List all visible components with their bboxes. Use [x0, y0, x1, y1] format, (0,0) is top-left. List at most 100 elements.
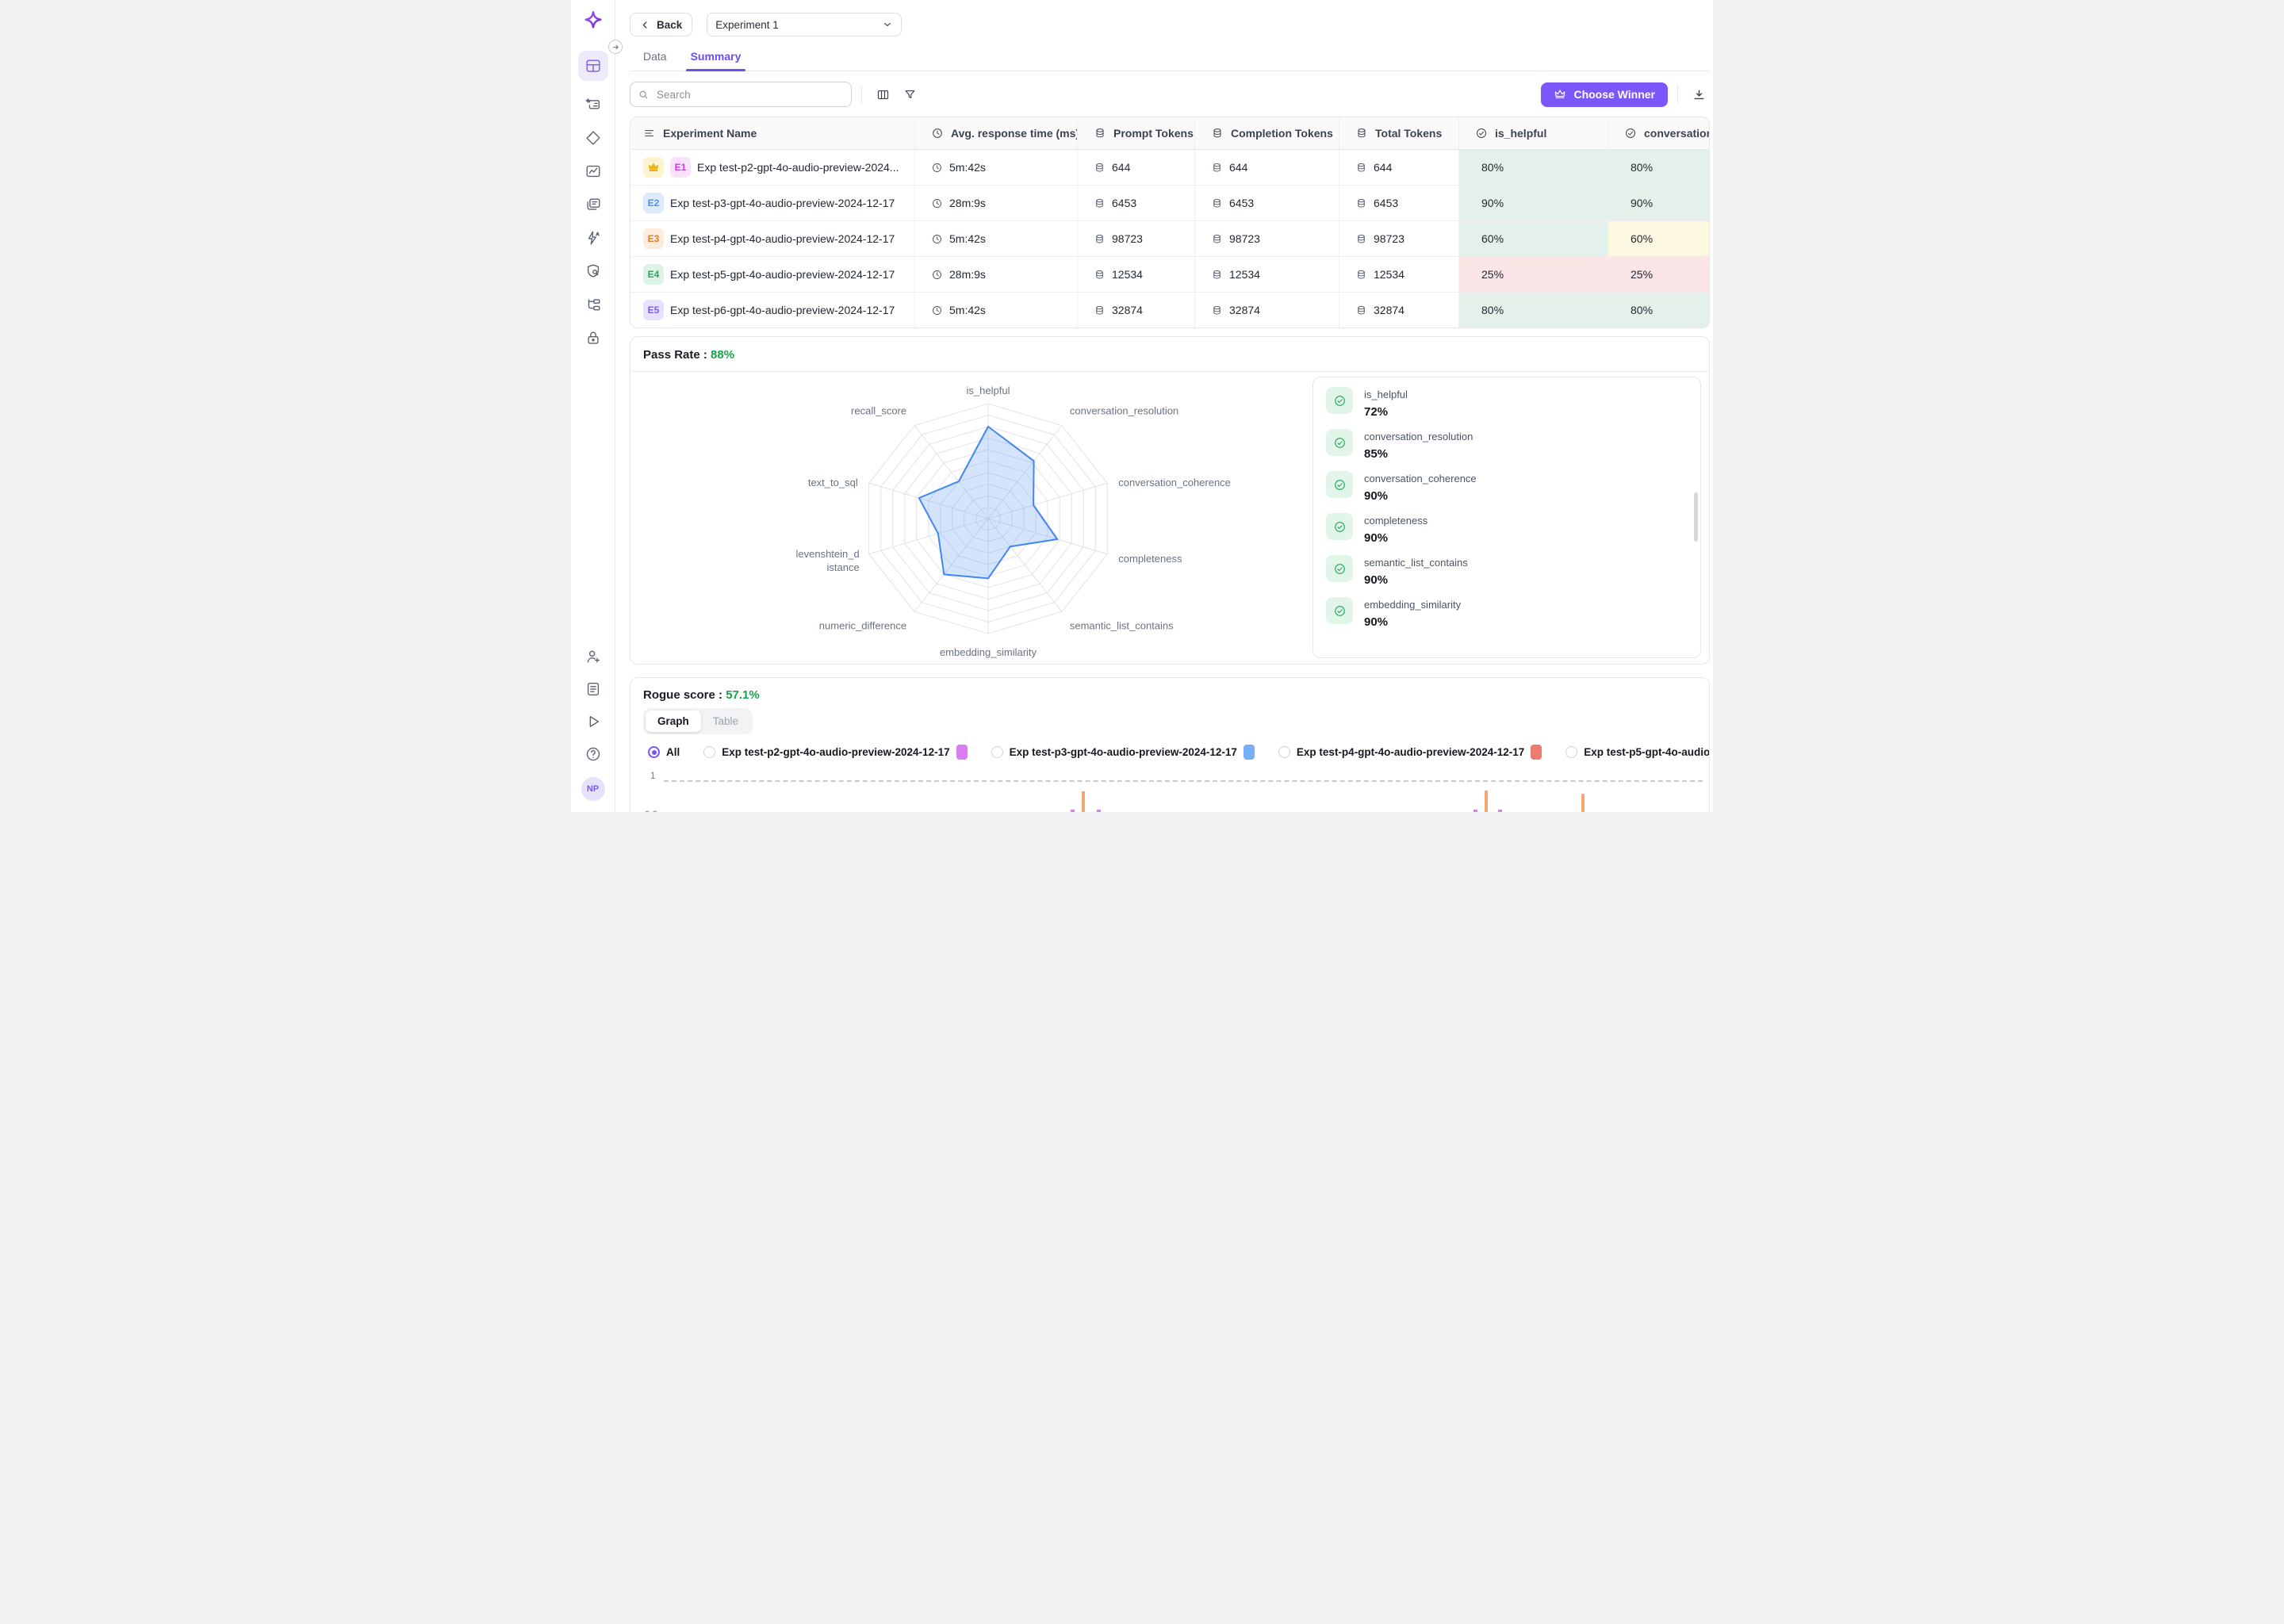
clock-icon: [931, 233, 943, 245]
sidebar-item-user-plus-icon[interactable]: [584, 647, 603, 666]
radar-axis-label: text_to_sql: [808, 477, 858, 488]
metric-item: completeness 90%: [1326, 513, 1700, 545]
avg-response-time-cell-value: 28m:9s: [949, 268, 986, 281]
filter-icon[interactable]: [899, 83, 921, 105]
search-input-wrapper: [630, 82, 852, 107]
clock-icon: [931, 304, 943, 316]
choose-winner-button[interactable]: Choose Winner: [1541, 82, 1668, 107]
legend-item[interactable]: All: [648, 746, 680, 758]
experiment-name: Exp test-p6-gpt-4o-audio-preview-2024-12…: [670, 304, 895, 316]
total-tokens-cell: 98723: [1339, 221, 1458, 256]
table-row[interactable]: E5 Exp test-p6-gpt-4o-audio-preview-2024-…: [630, 292, 1709, 327]
table-row[interactable]: E1 Exp test-p2-gpt-4o-audio-preview-2024.…: [630, 150, 1709, 185]
sidebar-item-lock-icon[interactable]: [584, 328, 603, 347]
column-header-completion-tokens[interactable]: Completion Tokens: [1194, 117, 1339, 149]
legend-item[interactable]: Exp test-p3-gpt-4o-audio-preview-2024-12…: [991, 745, 1255, 760]
sidebar-item-logs-icon[interactable]: [584, 195, 603, 214]
prompt-tokens-cell: 644: [1077, 150, 1194, 185]
completion-tokens-cell-value: 12534: [1229, 268, 1260, 281]
table-row[interactable]: E2 Exp test-p3-gpt-4o-audio-preview-2024-…: [630, 185, 1709, 220]
sidebar-item-tree-icon[interactable]: [584, 295, 603, 314]
toggle-graph[interactable]: Graph: [646, 710, 701, 732]
coins-icon: [1094, 269, 1106, 281]
radio-unselected[interactable]: [703, 746, 716, 758]
metric-item: embedding_similarity 90%: [1326, 597, 1700, 629]
table-row[interactable]: E4 Exp test-p5-gpt-4o-audio-preview-2024-…: [630, 256, 1709, 292]
legend-item[interactable]: Exp test-p2-gpt-4o-audio-preview-2024-12…: [703, 745, 968, 760]
avg-response-time-cell-value: 5m:42s: [949, 232, 986, 245]
column-header-total-tokens[interactable]: Total Tokens: [1339, 117, 1458, 149]
column-header-is-helpful[interactable]: is_helpful: [1458, 117, 1608, 149]
sidebar-item-table-grid-icon[interactable]: [577, 51, 608, 81]
radio-selected[interactable]: [648, 746, 660, 758]
column-header-conversation[interactable]: conversation: [1608, 117, 1709, 149]
sidebar-item-play-icon[interactable]: [584, 712, 603, 731]
completion-tokens-cell: 98723: [1194, 221, 1339, 256]
check-circle-icon: [1326, 597, 1353, 624]
column-header-prompt-tokens[interactable]: Prompt Tokens: [1077, 117, 1194, 149]
completion-tokens-cell: 644: [1194, 150, 1339, 185]
metrics-scrollbar[interactable]: [1694, 492, 1698, 542]
sidebar-item-evaluate-icon[interactable]: [584, 228, 603, 247]
avg-response-time-cell: 5m:42s: [914, 150, 1077, 185]
legend-label: All: [666, 746, 680, 758]
sidebar-item-tag-icon[interactable]: [584, 128, 603, 147]
metric-name: conversation_coherence: [1364, 473, 1477, 485]
conversation-cell: 60%: [1608, 221, 1709, 256]
sidebar-item-shield-search-icon[interactable]: [584, 262, 603, 281]
chevron-left-icon: [642, 21, 647, 29]
radar-chart: is_helpful conversation_resolution convers…: [630, 374, 1314, 665]
sidebar-expand-icon[interactable]: [608, 40, 623, 54]
avatar[interactable]: NP: [581, 777, 605, 801]
bar: [1082, 791, 1085, 812]
search-input[interactable]: [655, 87, 843, 102]
download-icon[interactable]: [1688, 83, 1710, 105]
experiment-name-cell[interactable]: E3 Exp test-p4-gpt-4o-audio-preview-2024-…: [630, 221, 914, 256]
toolbar-divider-2: [1677, 85, 1678, 104]
experiment-badge: E5: [643, 300, 664, 320]
radio-unselected[interactable]: [1278, 746, 1290, 758]
experiment-name: Exp test-p4-gpt-4o-audio-preview-2024-12…: [670, 232, 895, 245]
gridline-1: [664, 780, 1703, 782]
radio-unselected[interactable]: [991, 746, 1003, 758]
prompt-tokens-cell: 98723: [1077, 221, 1194, 256]
back-label: Back: [657, 18, 683, 31]
sidebar-item-chart-icon[interactable]: [584, 162, 603, 181]
experiment-name-cell[interactable]: E4 Exp test-p5-gpt-4o-audio-preview-2024-…: [630, 257, 914, 292]
back-button[interactable]: Back: [630, 13, 693, 36]
experiment-badge: E4: [643, 264, 664, 285]
tab-summary[interactable]: Summary: [685, 50, 746, 71]
avg-response-time-cell: 5m:42s: [914, 221, 1077, 256]
total-tokens-cell: 644: [1339, 150, 1458, 185]
table-row[interactable]: E3 Exp test-p4-gpt-4o-audio-preview-2024-…: [630, 220, 1709, 256]
sidebar-item-prompt-icon[interactable]: [584, 95, 603, 114]
rogue-score-value: 57.1%: [726, 688, 760, 702]
radar-axis-label: is_helpful: [967, 385, 1010, 396]
legend-item[interactable]: Exp test-p4-gpt-4o-audio-preview-2024-12…: [1278, 745, 1542, 760]
sidebar-item-help-icon[interactable]: [584, 745, 603, 764]
rogue-score-label: Rogue score :: [643, 688, 723, 702]
toggle-table[interactable]: Table: [712, 715, 739, 727]
coins-icon: [1355, 197, 1367, 209]
legend-item[interactable]: Exp test-p5-gpt-4o-audio-previe...: [1565, 746, 1709, 758]
table-header-row: Experiment Name Avg. response time (ms) Pr…: [630, 117, 1709, 150]
coins-icon: [1211, 197, 1223, 209]
pass-rate-card: Pass Rate : 88% is_helpful conversation_r…: [630, 336, 1710, 665]
total-tokens-cell: 32874: [1339, 293, 1458, 327]
chevron-down-icon: [884, 22, 891, 27]
radio-unselected[interactable]: [1565, 746, 1578, 758]
sidebar-item-notes-icon[interactable]: [584, 680, 603, 699]
prompt-tokens-cell: 12534: [1077, 257, 1194, 292]
tab-data[interactable]: Data: [643, 50, 667, 63]
column-header-experiment-name[interactable]: Experiment Name: [630, 117, 914, 149]
prompt-tokens-cell: 32874: [1077, 293, 1194, 327]
columns-icon[interactable]: [872, 83, 894, 105]
metric-name: conversation_resolution: [1364, 431, 1473, 442]
experiment-name-cell[interactable]: E1 Exp test-p2-gpt-4o-audio-preview-2024.…: [630, 150, 914, 185]
experiment-name-cell[interactable]: E2 Exp test-p3-gpt-4o-audio-preview-2024-…: [630, 186, 914, 220]
experiment-name-cell[interactable]: E5 Exp test-p6-gpt-4o-audio-preview-2024-…: [630, 293, 914, 327]
experiment-selector[interactable]: Experiment 1: [707, 13, 902, 36]
choose-winner-label: Choose Winner: [1573, 88, 1655, 101]
toolbar: Choose Winner: [630, 82, 1710, 107]
column-header-avg-response-time-ms-[interactable]: Avg. response time (ms): [914, 117, 1077, 149]
